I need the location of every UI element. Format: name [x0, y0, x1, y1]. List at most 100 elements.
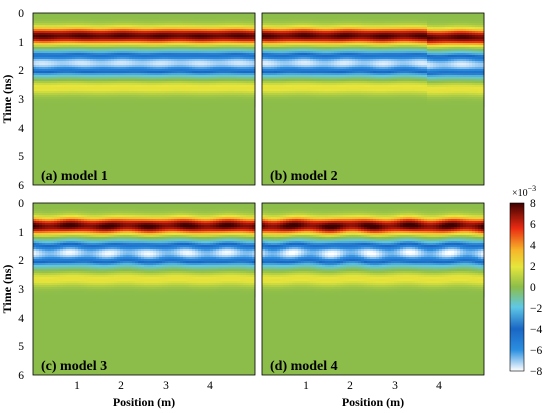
heatmap-cell	[165, 51, 169, 54]
heatmap-cell	[249, 19, 253, 22]
heatmap-cell	[228, 101, 232, 104]
heatmap-cell	[168, 95, 172, 98]
heatmap-cell	[120, 51, 124, 54]
heatmap-cell	[262, 97, 266, 100]
heatmap-cell	[147, 51, 151, 54]
heatmap-cell	[225, 51, 229, 54]
heatmap-cell	[280, 55, 284, 58]
heatmap-cell	[189, 35, 193, 38]
heatmap-cell	[265, 23, 269, 26]
heatmap-cell	[159, 89, 163, 92]
heatmap-cell	[54, 17, 58, 20]
heatmap-cell	[96, 31, 100, 34]
heatmap-cell	[99, 75, 103, 78]
heatmap-cell	[234, 61, 238, 64]
heatmap-cell	[168, 39, 172, 42]
heatmap-cell	[51, 65, 55, 68]
heatmap-cell	[111, 23, 115, 26]
heatmap-cell	[198, 35, 202, 38]
heatmap-cell	[234, 55, 238, 58]
heatmap-cell	[271, 95, 275, 98]
heatmap-cell	[171, 79, 175, 82]
heatmap-cell	[141, 59, 145, 62]
heatmap-cell	[168, 75, 172, 78]
heatmap-cell	[189, 51, 193, 54]
heatmap-cell	[114, 77, 118, 80]
heatmap-cell	[216, 69, 220, 72]
heatmap-cell	[249, 25, 253, 28]
heatmap-cell	[274, 65, 278, 68]
heatmap-cell	[165, 55, 169, 58]
heatmap-cell	[42, 103, 46, 106]
heatmap-cell	[204, 21, 208, 24]
heatmap-cell	[243, 55, 247, 58]
heatmap-cell	[135, 71, 139, 74]
heatmap-cell	[168, 37, 172, 40]
heatmap-cell	[96, 67, 100, 70]
heatmap-cell	[138, 57, 142, 60]
heatmap-cell	[105, 13, 109, 16]
heatmap-cell	[51, 105, 55, 108]
heatmap-cell	[132, 17, 136, 20]
heatmap-cell	[246, 47, 250, 50]
heatmap-cell	[141, 75, 145, 78]
heatmap-cell	[69, 57, 73, 60]
heatmap-cell	[219, 67, 223, 70]
heatmap-cell	[165, 85, 169, 88]
heatmap-cell	[171, 75, 175, 78]
heatmap-cell	[171, 71, 175, 74]
heatmap-cell	[60, 25, 64, 28]
heatmap-cell	[33, 41, 37, 44]
heatmap-cell	[99, 17, 103, 20]
heatmap-cell	[171, 101, 175, 104]
heatmap-cell	[304, 105, 308, 108]
heatmap-cell	[63, 75, 67, 78]
heatmap-cell	[195, 79, 199, 82]
heatmap-cell	[39, 33, 43, 36]
heatmap-cell	[165, 67, 169, 70]
heatmap-cell	[268, 13, 272, 16]
heatmap-cell	[114, 81, 118, 84]
heatmap-cell	[262, 63, 266, 66]
heatmap-cell	[108, 67, 112, 70]
heatmap-cell	[102, 83, 106, 86]
heatmap-cell	[138, 83, 142, 86]
heatmap-cell	[237, 105, 241, 108]
heatmap-cell	[243, 63, 247, 66]
heatmap-cell	[123, 13, 127, 16]
heatmap-cell	[84, 41, 88, 44]
heatmap-cell	[51, 49, 55, 52]
heatmap-cell	[75, 47, 79, 50]
heatmap-cell	[268, 83, 272, 86]
heatmap-cell	[66, 101, 70, 104]
heatmap-cell	[207, 103, 211, 106]
heatmap-cell	[90, 25, 94, 28]
heatmap-cell	[280, 23, 284, 26]
heatmap-cell	[144, 27, 148, 30]
heatmap-cell	[90, 105, 94, 108]
heatmap-cell	[54, 77, 58, 80]
heatmap-cell	[231, 13, 235, 16]
heatmap-cell	[156, 103, 160, 106]
heatmap-cell	[102, 71, 106, 74]
heatmap-cell	[102, 67, 106, 70]
heatmap-cell	[96, 29, 100, 32]
heatmap-cell	[213, 81, 217, 84]
heatmap-cell	[138, 61, 142, 64]
heatmap-cell	[120, 13, 124, 16]
heatmap-cell	[265, 85, 269, 88]
heatmap-cell	[75, 91, 79, 94]
heatmap-cell	[111, 31, 115, 34]
heatmap-cell	[138, 85, 142, 88]
heatmap-cell	[132, 27, 136, 30]
heatmap-cell	[102, 101, 106, 104]
heatmap-cell	[204, 57, 208, 60]
heatmap-cell	[42, 33, 46, 36]
heatmap-cell	[153, 49, 157, 52]
heatmap-cell	[90, 47, 94, 50]
heatmap-cell	[63, 29, 67, 32]
heatmap-cell	[87, 83, 91, 86]
heatmap-cell	[48, 21, 52, 24]
heatmap-cell	[114, 19, 118, 22]
heatmap-cell	[198, 93, 202, 96]
